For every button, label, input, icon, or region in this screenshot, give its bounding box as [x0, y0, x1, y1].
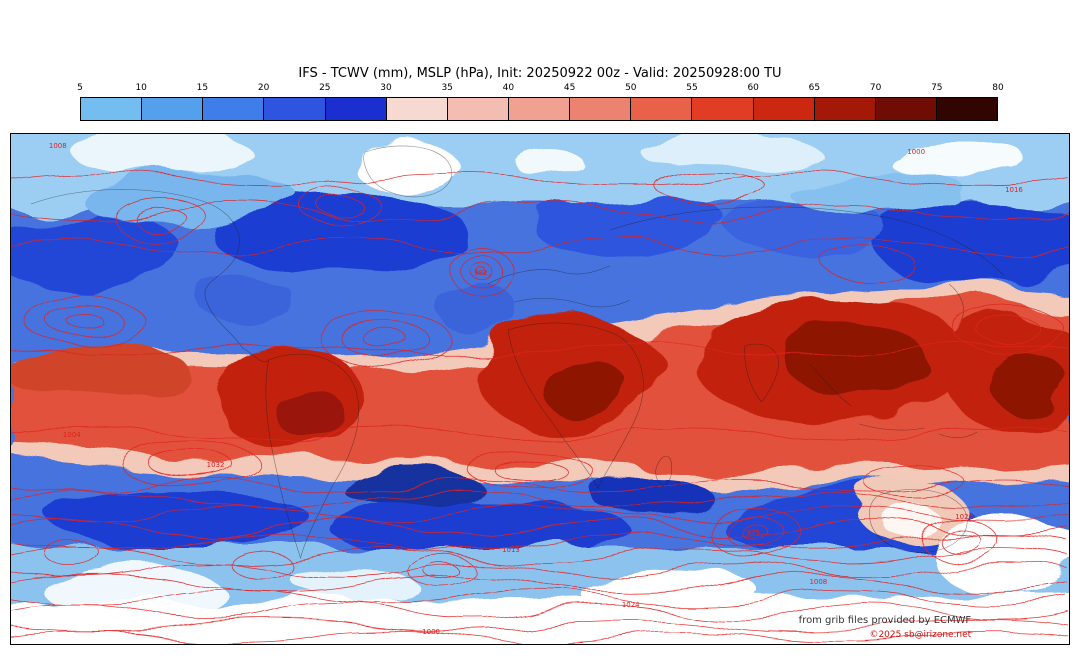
isobar-label: 1024: [622, 601, 640, 609]
colorbar: [80, 97, 998, 121]
colorbar-tick-label: 25: [319, 83, 331, 93]
isobar-line: [11, 604, 1069, 620]
colorbar-segment: [446, 98, 508, 120]
isobar-line: [11, 492, 1069, 508]
isobar-line: [11, 631, 1069, 643]
isobar-label: 1004: [63, 431, 81, 439]
colorbar-segment: [935, 98, 998, 120]
isobar-label: 975: [747, 529, 760, 537]
colorbar-segment: [324, 98, 386, 120]
isobar-line: [11, 238, 1069, 254]
isobar-line: [11, 479, 1069, 493]
colorbar-segment: [81, 98, 142, 120]
isobar-label: 982: [474, 269, 487, 277]
page-title: IFS - TCWV (mm), MSLP (hPa), Init: 20250…: [298, 66, 782, 81]
isobar-label: 1008: [809, 578, 827, 586]
colorbar-tick-label: 80: [992, 83, 1004, 93]
colorbar-segment: [813, 98, 875, 120]
colorbar-tick-label: 45: [563, 83, 576, 93]
colorbar-tick-label: 30: [380, 83, 392, 93]
isobar-line: [11, 575, 1069, 593]
colorbar-tick-label: 75: [931, 83, 943, 93]
isobar-line: [11, 548, 1069, 564]
isobar-line: [11, 534, 1069, 550]
map-frame: 1008 1000 1016 982 1013 975 1020 1024 10…: [10, 133, 1070, 645]
colorbar-tick-label: 15: [196, 83, 209, 93]
colorbar-segment: [507, 98, 570, 120]
colorbar-segment: [263, 98, 325, 120]
isobar-line: [11, 519, 1069, 537]
isobar-line: [11, 427, 1069, 441]
colorbar-tick-label: 65: [808, 83, 821, 93]
colorbar-segment: [569, 98, 631, 120]
isobar-label: 1032: [207, 461, 225, 469]
colorbar-tick-label: 50: [625, 83, 637, 93]
contour-labels: 1008 1000 1016 982 1013 975 1020 1024 10…: [49, 142, 1023, 636]
colorbar-tick-label: 55: [686, 83, 698, 93]
colorbar-segment: [691, 98, 753, 120]
colorbar-segment: [141, 98, 203, 120]
isobar-line: [11, 202, 1069, 222]
isobar-label: 1008: [49, 142, 67, 150]
mslp-contours: [11, 169, 1069, 643]
colorbar-tick-label: 10: [135, 83, 147, 93]
attribution-copyright: ©2025 sb@irizone.net: [869, 630, 971, 640]
colorbar-segment: [202, 98, 264, 120]
tcwv-field-layer: [11, 134, 1069, 644]
isobar-label: 1013: [502, 546, 520, 554]
colorbar-tick-label: 5: [77, 83, 83, 93]
colorbar-segment: [874, 98, 936, 120]
isobar-line: [11, 343, 1069, 355]
coastlines: [30, 145, 1005, 560]
colorbar-tick-label: 20: [257, 83, 270, 93]
colorbar-tick-label: 40: [502, 83, 515, 93]
colorbar-tick-label: 60: [747, 83, 759, 93]
isobar-label: 1000: [422, 628, 440, 636]
isobar-line: [11, 171, 1069, 187]
isobar-line: [11, 619, 1069, 633]
colorbar-segment: [752, 98, 814, 120]
isobar-label: 1016: [1005, 186, 1023, 194]
isobar-line: [11, 590, 1069, 606]
colorbar-tick-label: 35: [441, 83, 453, 93]
isobar-line: [11, 506, 1069, 522]
isobar-line: [11, 562, 1069, 578]
world-map: 1008 1000 1016 982 1013 975 1020 1024 10…: [11, 134, 1069, 644]
isobar-label: 1000: [907, 148, 925, 156]
colorbar-segment: [385, 98, 447, 120]
isobar-label: 1020: [955, 513, 973, 521]
attribution-provider: from grib files provided by ECMWF: [799, 615, 972, 626]
colorbar-ticks: 5 10 15 20 25 30 35 40 45 50 55 60 65 70 75 80: [77, 83, 1004, 95]
colorbar-segment: [630, 98, 692, 120]
colorbar-tick-label: 70: [869, 83, 882, 93]
